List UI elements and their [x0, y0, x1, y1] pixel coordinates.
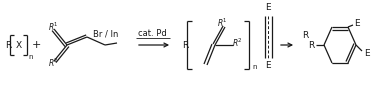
Text: E: E	[364, 49, 370, 57]
Text: $R^1$: $R^1$	[48, 21, 59, 33]
Text: cat. Pd: cat. Pd	[138, 28, 166, 37]
Text: R: R	[308, 40, 314, 49]
Text: X: X	[15, 40, 22, 49]
Text: $R^1$: $R^1$	[217, 17, 228, 29]
Text: n: n	[252, 64, 257, 70]
Text: E: E	[354, 19, 359, 28]
Text: E: E	[265, 3, 271, 12]
Text: +: +	[31, 40, 41, 50]
Text: Br / In: Br / In	[93, 29, 119, 39]
Text: E: E	[265, 61, 271, 70]
Text: R: R	[5, 40, 11, 49]
Text: $R^2$: $R^2$	[232, 37, 243, 49]
Text: R: R	[302, 31, 308, 40]
Text: n: n	[28, 54, 33, 60]
Text: $R^2$: $R^2$	[48, 57, 59, 69]
Text: R: R	[182, 40, 188, 49]
